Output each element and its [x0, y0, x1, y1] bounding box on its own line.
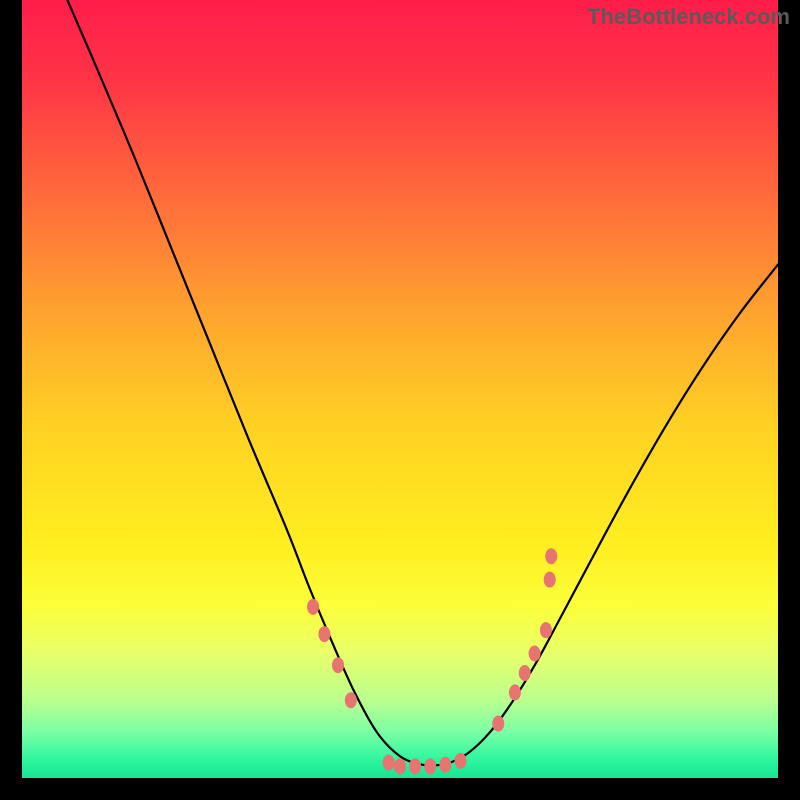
curve-marker [492, 716, 504, 732]
curve-marker [509, 684, 521, 700]
curve-marker [529, 646, 541, 662]
curve-marker [394, 758, 406, 774]
curve-marker [307, 599, 319, 615]
plot-area [22, 0, 778, 778]
watermark-source: TheBottleneck.com [587, 4, 790, 30]
curve-marker [540, 622, 552, 638]
chart-svg [22, 0, 778, 778]
curve-marker [519, 665, 531, 681]
curve-marker [345, 692, 357, 708]
curve-marker [409, 758, 421, 774]
curve-marker [439, 757, 451, 773]
curve-marker [424, 758, 436, 774]
outer-frame: TheBottleneck.com [0, 0, 800, 800]
curve-marker [332, 657, 344, 673]
curve-marker [383, 754, 395, 770]
gradient-background [22, 0, 778, 778]
curve-marker [545, 548, 557, 564]
curve-marker [318, 626, 330, 642]
curve-marker [544, 572, 556, 588]
curve-marker [454, 753, 466, 769]
